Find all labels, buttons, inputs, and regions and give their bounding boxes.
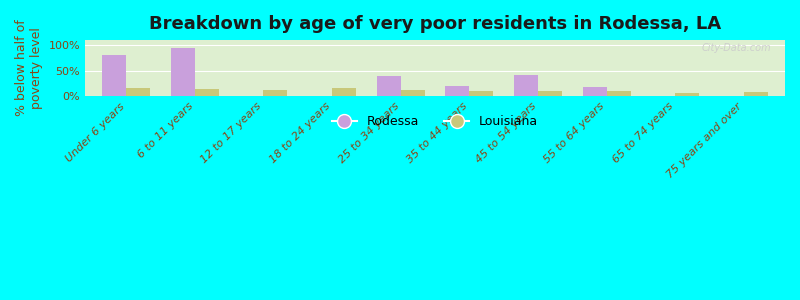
Bar: [102, 56, 126, 96]
Y-axis label: % below half of
poverty level: % below half of poverty level: [15, 20, 43, 116]
Bar: [126, 88, 150, 96]
Bar: [744, 92, 768, 96]
Bar: [195, 89, 219, 96]
Bar: [538, 91, 562, 96]
Bar: [606, 91, 630, 96]
Bar: [675, 93, 699, 96]
Bar: [332, 88, 356, 96]
Legend: Rodessa, Louisiana: Rodessa, Louisiana: [326, 110, 543, 134]
Text: City-Data.com: City-Data.com: [702, 43, 771, 53]
Bar: [171, 48, 195, 96]
Bar: [514, 75, 538, 96]
Bar: [582, 87, 606, 96]
Bar: [377, 76, 401, 96]
Bar: [470, 91, 494, 96]
Title: Breakdown by age of very poor residents in Rodessa, LA: Breakdown by age of very poor residents …: [149, 15, 721, 33]
Bar: [446, 86, 470, 96]
Bar: [401, 91, 425, 96]
Bar: [263, 90, 287, 96]
